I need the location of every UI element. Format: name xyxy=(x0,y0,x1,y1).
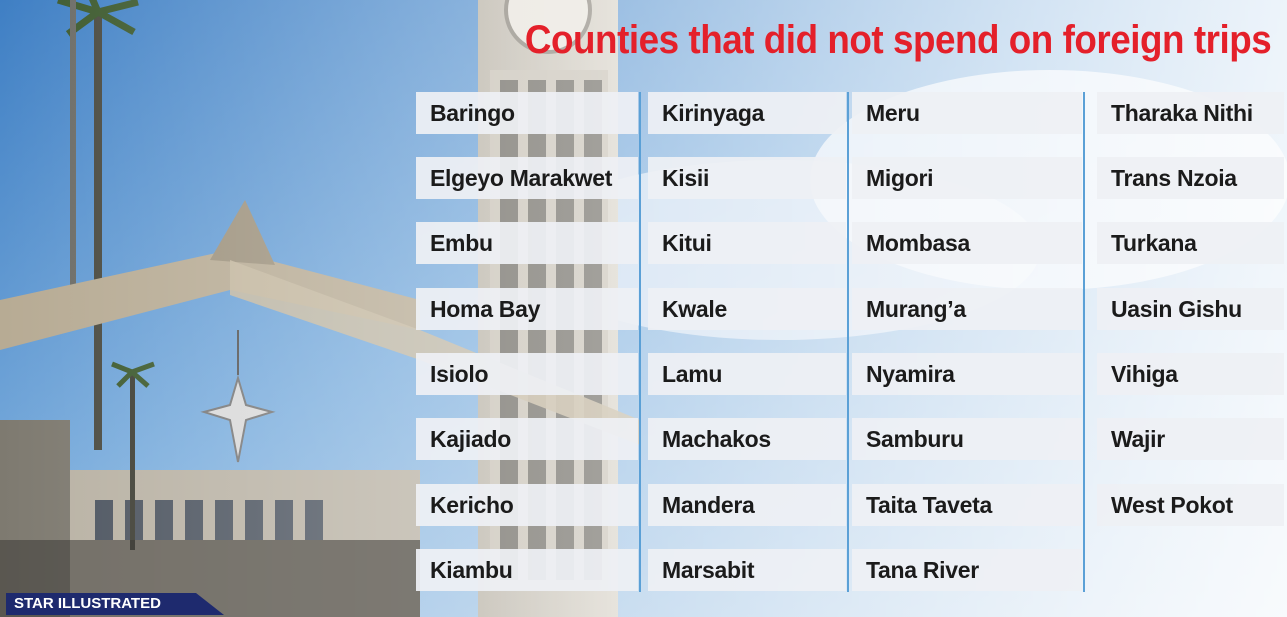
county-cell: Elgeyo Marakwet xyxy=(416,157,638,199)
county-cell: Mandera xyxy=(648,484,846,526)
column-divider xyxy=(847,92,849,592)
county-cell: Kisii xyxy=(648,157,846,199)
county-cell: Isiolo xyxy=(416,353,638,395)
column-divider xyxy=(1083,92,1085,592)
column-divider xyxy=(639,92,641,592)
county-cell: Migori xyxy=(852,157,1082,199)
county-cell: Kwale xyxy=(648,288,846,330)
county-cell: Murang’a xyxy=(852,288,1082,330)
headline: Counties that did not spend on foreign t… xyxy=(524,18,1272,62)
credit-badge: STAR ILLUSTRATED xyxy=(6,593,224,615)
county-cell: Kajiado xyxy=(416,418,638,460)
county-cell: Lamu xyxy=(648,353,846,395)
county-cell: Kitui xyxy=(648,222,846,264)
county-cell: Tana River xyxy=(852,549,1082,591)
county-cell: Samburu xyxy=(852,418,1082,460)
county-cell: Embu xyxy=(416,222,638,264)
county-cell: Baringo xyxy=(416,92,638,134)
column-1: Baringo Elgeyo Marakwet Embu Homa Bay Is… xyxy=(416,92,638,592)
county-cell: Uasin Gishu xyxy=(1097,288,1284,330)
county-cell: Turkana xyxy=(1097,222,1284,264)
county-cell: Kericho xyxy=(416,484,638,526)
county-cell: Marsabit xyxy=(648,549,846,591)
county-cell: Taita Taveta xyxy=(852,484,1082,526)
county-cell: Kirinyaga xyxy=(648,92,846,134)
county-cell: Meru xyxy=(852,92,1082,134)
column-2: Kirinyaga Kisii Kitui Kwale Lamu Machako… xyxy=(648,92,846,592)
county-cell: Tharaka Nithi xyxy=(1097,92,1284,134)
column-3: Meru Migori Mombasa Murang’a Nyamira Sam… xyxy=(852,92,1082,592)
county-cell: Wajir xyxy=(1097,418,1284,460)
county-cell: West Pokot xyxy=(1097,484,1284,526)
column-4: Tharaka Nithi Trans Nzoia Turkana Uasin … xyxy=(1097,92,1284,592)
county-cell: Trans Nzoia xyxy=(1097,157,1284,199)
county-cell: Nyamira xyxy=(852,353,1082,395)
county-cell: Kiambu xyxy=(416,549,638,591)
county-cell: Vihiga xyxy=(1097,353,1284,395)
county-cell: Homa Bay xyxy=(416,288,638,330)
county-table: Baringo Elgeyo Marakwet Embu Homa Bay Is… xyxy=(416,92,1284,592)
county-cell: Machakos xyxy=(648,418,846,460)
county-cell: Mombasa xyxy=(852,222,1082,264)
